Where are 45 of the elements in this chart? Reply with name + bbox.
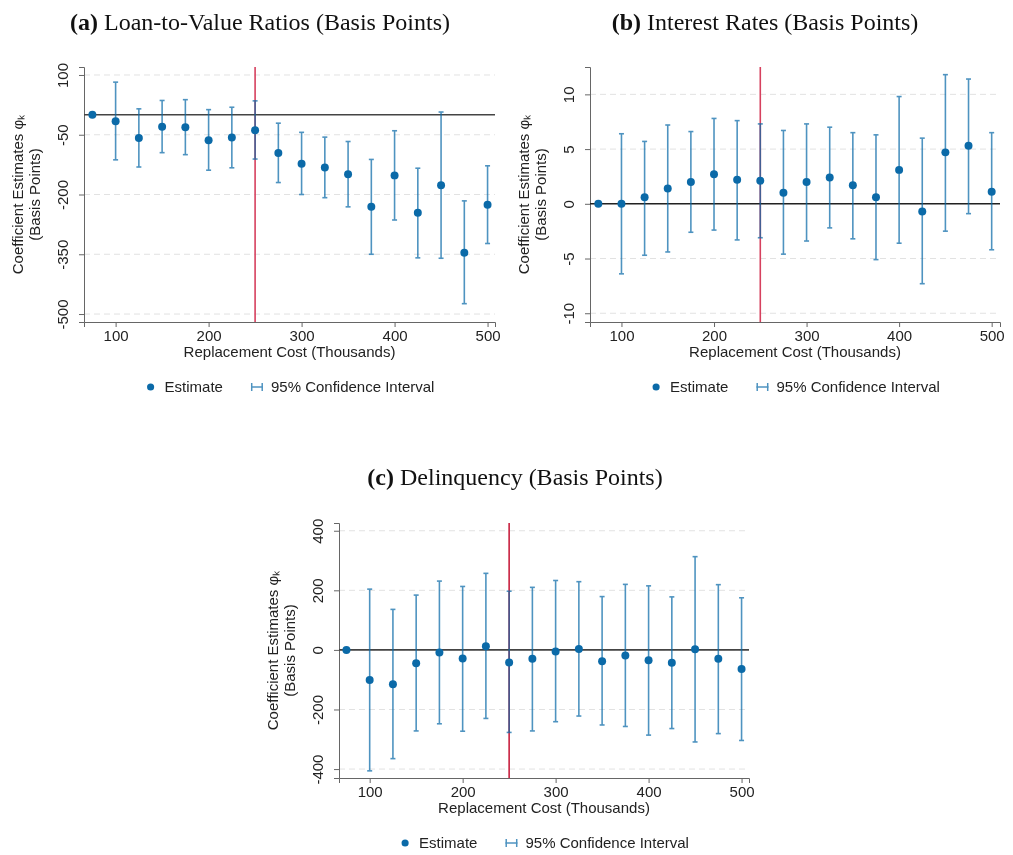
chart-title: (a) Loan-to-Value Ratios (Basis Points) bbox=[70, 9, 450, 35]
chart-title: (c) Delinquency (Basis Points) bbox=[367, 464, 663, 490]
x-tick-label: 300 bbox=[794, 326, 820, 344]
x-tick-label: 100 bbox=[609, 326, 635, 344]
text: 95% Confidence Interval bbox=[270, 378, 435, 395]
x-axis-title: Replacement Cost (Thousands) bbox=[438, 799, 650, 816]
x-axis-title: Replacement Cost (Thousands) bbox=[183, 343, 396, 360]
x-tick-label: 100 bbox=[103, 326, 129, 344]
legend-label: Estimate bbox=[419, 834, 478, 851]
y-tick-label: 10 bbox=[560, 86, 577, 104]
text: 95% Confidence Interval bbox=[776, 378, 940, 395]
legend-label: Estimate bbox=[164, 378, 223, 395]
y-tick-label: -200 bbox=[309, 694, 326, 725]
x-tick-label: 500 bbox=[729, 782, 755, 800]
y-tick-label: -350 bbox=[54, 239, 71, 270]
y-tick-label: 400 bbox=[309, 518, 326, 544]
y-axis-title: Coefficient Estimates φₖ (Basis Points) bbox=[515, 113, 549, 275]
x-tick-label: 400 bbox=[636, 782, 662, 800]
x-tick-label: 200 bbox=[196, 326, 222, 344]
text: 95% Confidence Interval bbox=[525, 834, 689, 851]
chart-title: (b) Interest Rates (Basis Points) bbox=[611, 9, 919, 35]
y-tick-label: -5 bbox=[560, 252, 577, 266]
x-tick-label: 100 bbox=[357, 782, 383, 800]
x-tick-label: 300 bbox=[543, 782, 569, 800]
legend-label: Estimate bbox=[670, 378, 729, 395]
y-axis-title: Coefficient Estimates φₖ (Basis Points) bbox=[9, 113, 43, 275]
y-axis-title: Coefficient Estimates φₖ (Basis Points) bbox=[264, 569, 298, 731]
y-tick-label: 0 bbox=[309, 646, 326, 655]
y-tick-label: -50 bbox=[54, 124, 71, 147]
y-tick-label: 100 bbox=[54, 62, 71, 88]
y-tick-label: 5 bbox=[560, 145, 577, 154]
y-tick-label: -500 bbox=[54, 299, 71, 330]
y-tick-label: -400 bbox=[309, 754, 326, 785]
x-tick-label: 500 bbox=[979, 326, 1005, 344]
y-tick-label: 0 bbox=[560, 200, 577, 209]
y-tick-label: -10 bbox=[560, 302, 577, 325]
x-tick-label: 200 bbox=[702, 326, 728, 344]
y-tick-label: -200 bbox=[54, 179, 71, 211]
x-tick-label: 400 bbox=[887, 326, 913, 344]
x-tick-label: 300 bbox=[289, 326, 315, 344]
x-tick-label: 200 bbox=[450, 782, 476, 800]
x-tick-label: 500 bbox=[475, 326, 501, 344]
x-axis-title: Replacement Cost (Thousands) bbox=[689, 343, 901, 360]
y-tick-label: 200 bbox=[309, 578, 326, 604]
x-tick-label: 400 bbox=[382, 326, 408, 344]
